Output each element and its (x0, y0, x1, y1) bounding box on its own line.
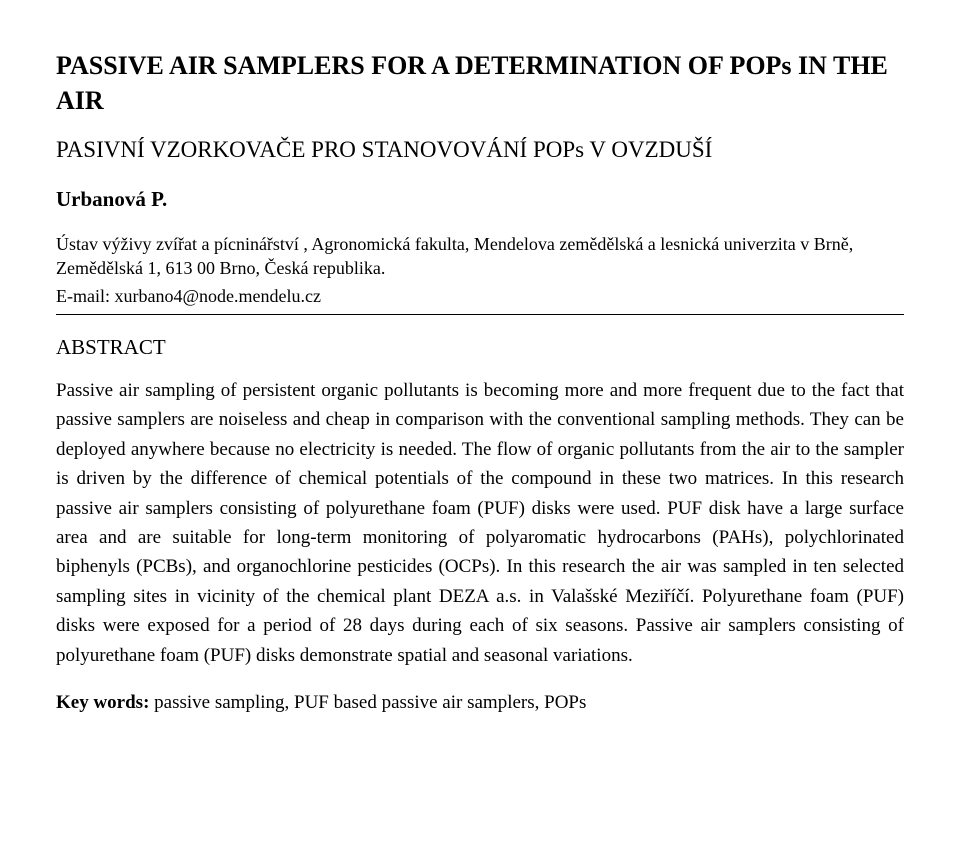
keywords-text: passive sampling, PUF based passive air … (149, 692, 586, 713)
title-english: PASSIVE AIR SAMPLERS FOR A DETERMINATION… (56, 48, 904, 118)
affiliation: Ústav výživy zvířat a pícninářství , Agr… (56, 232, 904, 281)
email: E-mail: xurbano4@node.mendelu.cz (56, 284, 904, 308)
keywords-label: Key words: (56, 692, 149, 713)
keywords: Key words: passive sampling, PUF based p… (56, 688, 904, 717)
abstract-body: Passive air sampling of persistent organ… (56, 376, 904, 670)
title-czech: PASIVNÍ VZORKOVAČE PRO STANOVOVÁNÍ POPs … (56, 134, 904, 165)
divider (56, 314, 904, 315)
abstract-heading: ABSTRACT (56, 333, 904, 361)
author: Urbanová P. (56, 185, 904, 213)
